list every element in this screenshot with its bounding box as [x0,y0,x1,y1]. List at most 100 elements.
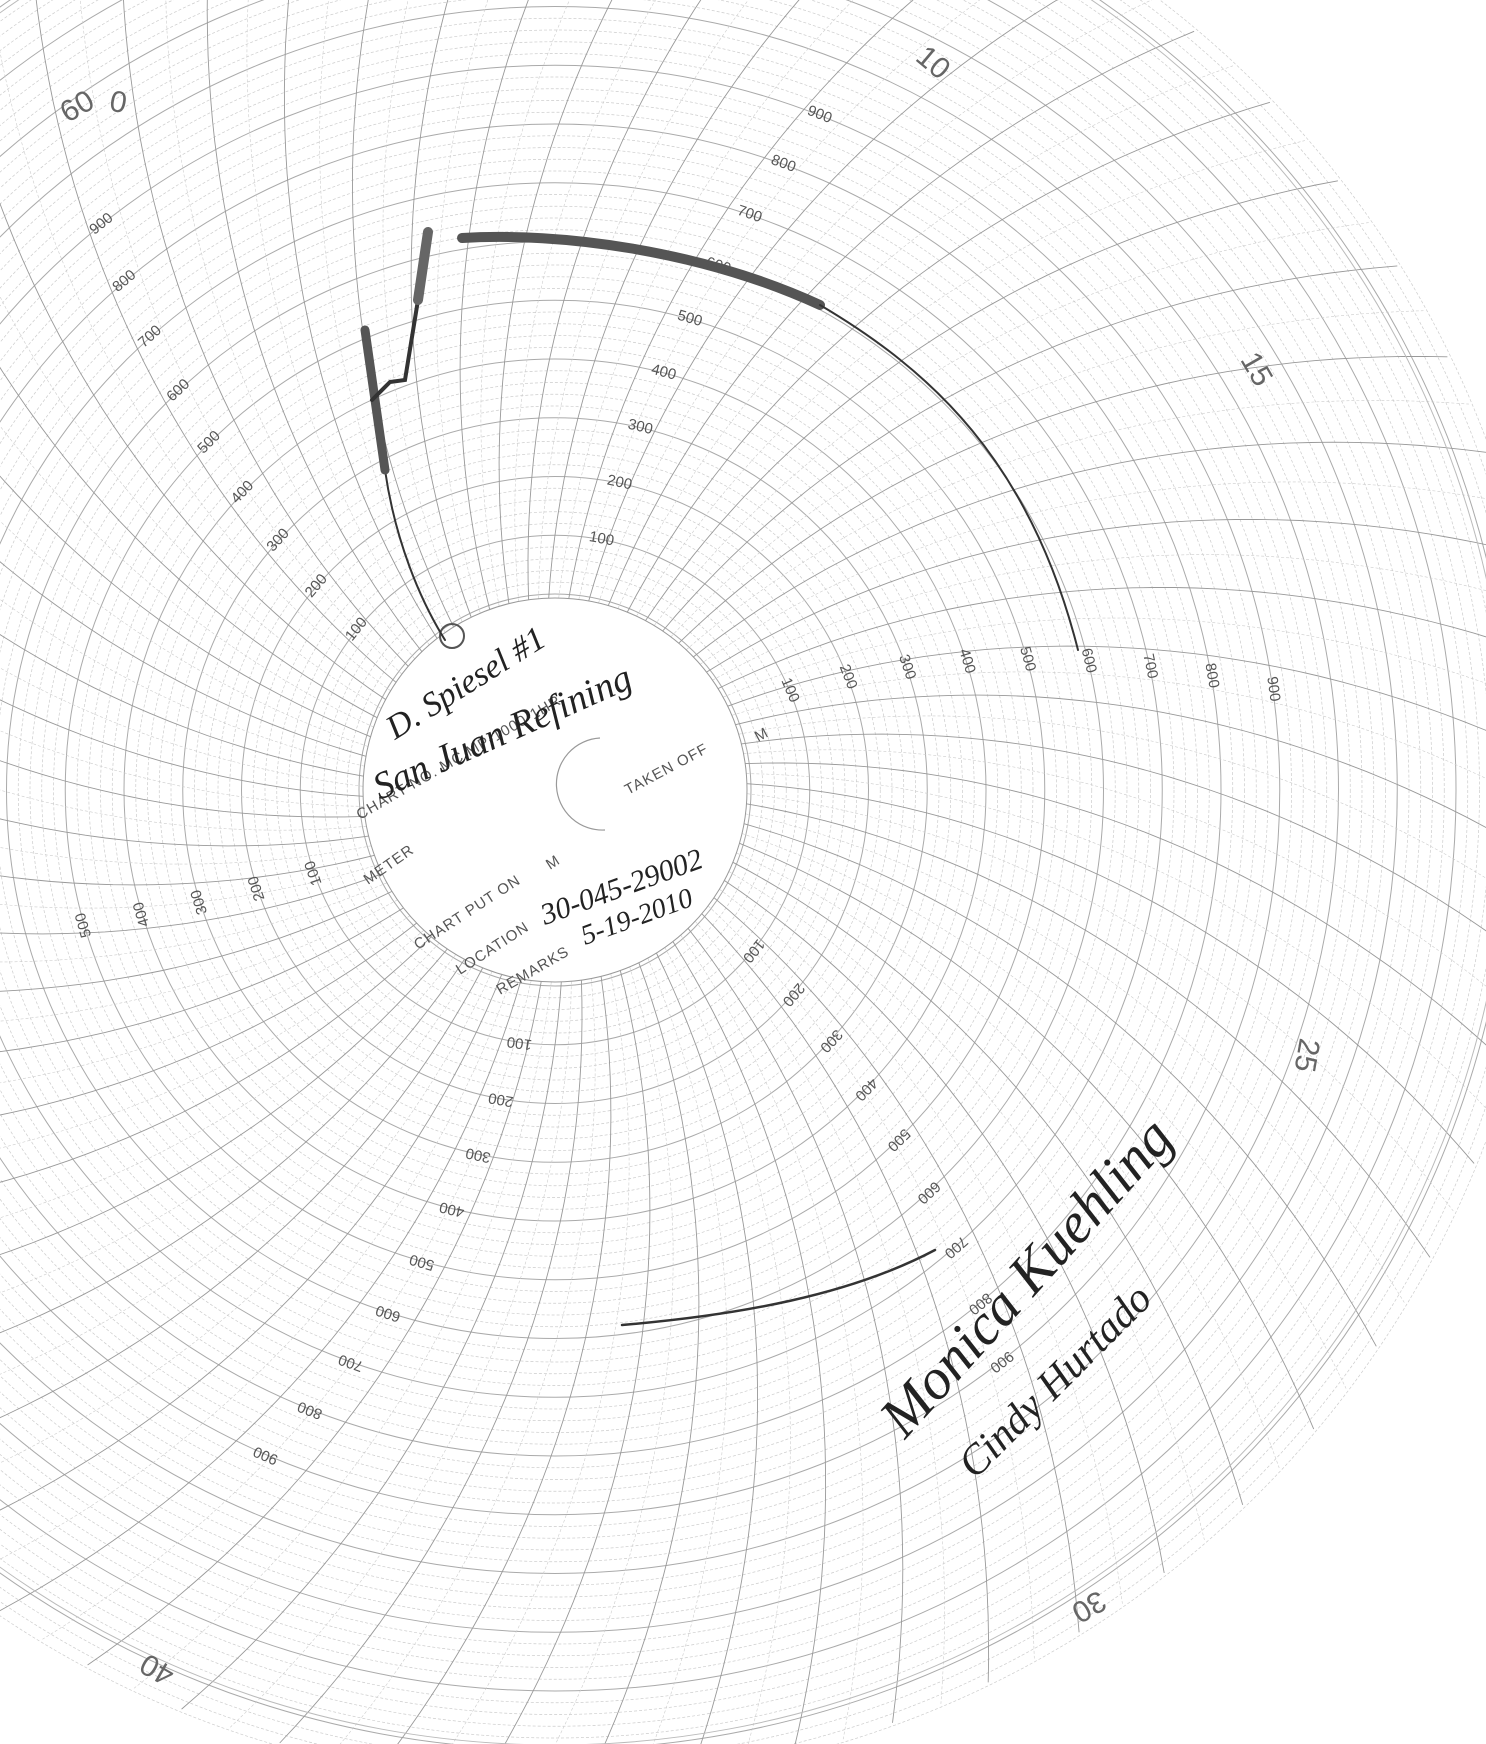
time-line [687,928,904,1723]
time-line [0,699,364,797]
ring [358,593,752,987]
ring [0,0,1468,1703]
time-line [739,842,1315,1430]
scale-label: 400 [851,1074,881,1104]
scale-label: 500 [1016,645,1039,674]
scale-label: 600 [704,254,733,278]
time-line [693,441,1486,658]
scale-label: 400 [955,647,979,676]
time-line [436,0,489,614]
ring [229,464,881,1116]
time-line [713,897,1080,1633]
ring [135,370,975,1210]
time-line [382,0,463,623]
ring [41,276,1069,1304]
time-line [0,922,417,1116]
time-line [588,0,1058,602]
scale-label: 100 [301,859,325,888]
ring [123,358,987,1222]
time-line [397,976,612,1744]
scale-label: 300 [626,416,654,438]
scale-label: 400 [649,361,678,384]
scale-label: 100 [506,1033,533,1053]
time-line [0,948,448,1256]
time-line [0,634,364,777]
time-line [578,0,981,600]
time-line [229,981,572,1728]
scale-label: 200 [606,472,634,494]
time-line [165,0,416,659]
time-line [746,773,1486,1109]
time-line [0,907,404,1053]
time-line [548,0,800,599]
time-line [410,0,472,618]
ring [88,323,1022,1257]
minute-label: 60 [55,84,100,129]
time-line [352,0,455,628]
ring [29,264,1081,1316]
ring [335,570,775,1010]
ring [0,182,1163,1398]
ring [0,229,1116,1351]
ring [241,476,869,1104]
time-line [558,0,854,599]
ring [0,0,1398,1633]
time-line [0,942,440,1219]
time-line [664,947,791,1744]
time-line [0,890,393,992]
ring [311,546,799,1034]
time-line [0,475,371,738]
pen-trace [360,227,1079,1327]
time-line [736,852,1280,1469]
time-line [0,864,379,909]
minute-label: 25 [1287,1036,1325,1075]
time-line [0,366,378,719]
scale-label: 900 [1263,675,1283,702]
time-line [735,694,1486,829]
ring [0,0,1374,1609]
scale-label: 300 [895,652,919,681]
scale-label: 500 [407,1251,436,1274]
time-line [0,818,369,847]
minute-label: 0 [107,85,129,120]
time-line [339,978,596,1744]
scale-label: 600 [1078,646,1100,674]
scale-label: 300 [816,1026,845,1056]
scale-label: 100 [588,528,616,549]
ring [0,64,1281,1516]
time-line [678,355,1448,644]
scale-label: 600 [374,1301,403,1325]
time-line [279,980,583,1744]
time-line [626,101,1271,613]
time-line [672,941,827,1744]
time-line [0,899,398,1022]
time-line [0,425,374,728]
ring [288,523,822,1057]
time-line [0,974,503,1511]
scale-label: 400 [228,477,258,507]
ring [111,346,999,1234]
minute-label: 15 [1234,347,1279,392]
ring [0,0,1457,1692]
ring [0,0,1433,1668]
time-line [731,671,1486,779]
time-line [555,966,674,1744]
minute-label: 30 [1066,1584,1111,1629]
ring [0,112,1233,1468]
time-line [0,760,365,818]
ring [323,558,787,1022]
time-line [206,0,423,652]
scale-label: 300 [187,888,211,917]
time-line [701,913,990,1683]
time-line [717,587,1486,690]
center-hole [555,737,606,831]
time-line [746,783,1475,1164]
time-line [42,980,532,1640]
time-line [0,967,484,1419]
scale-label: 100 [777,675,802,705]
ring [0,147,1198,1433]
time-line [283,0,438,639]
time-line [123,0,409,667]
ring [0,29,1316,1551]
